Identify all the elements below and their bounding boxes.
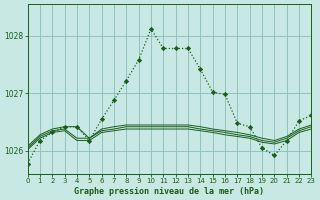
X-axis label: Graphe pression niveau de la mer (hPa): Graphe pression niveau de la mer (hPa) <box>75 187 265 196</box>
